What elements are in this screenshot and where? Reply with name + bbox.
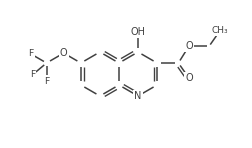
Text: N: N <box>134 91 141 101</box>
Text: O: O <box>184 73 192 83</box>
Text: F: F <box>44 77 49 86</box>
Text: F: F <box>28 49 34 58</box>
Text: O: O <box>60 48 67 58</box>
Text: OH: OH <box>130 27 145 37</box>
Text: F: F <box>30 70 35 79</box>
Text: CH₃: CH₃ <box>211 26 227 35</box>
Text: O: O <box>184 41 192 51</box>
